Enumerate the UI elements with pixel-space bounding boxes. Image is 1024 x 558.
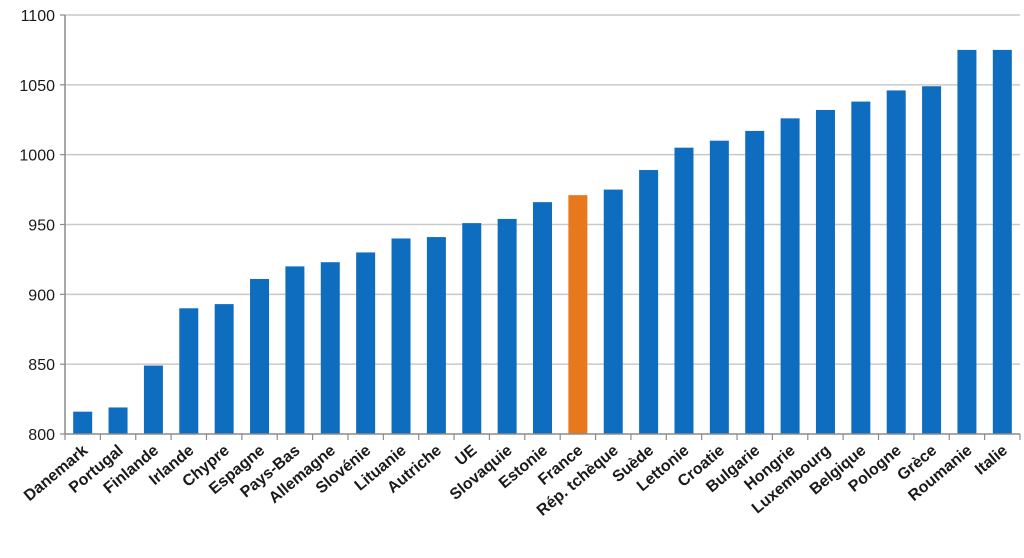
bar bbox=[992, 49, 1012, 435]
bar bbox=[780, 118, 800, 434]
bar bbox=[250, 278, 270, 434]
bar bbox=[533, 202, 552, 434]
bar bbox=[356, 252, 376, 434]
bar bbox=[745, 130, 765, 434]
y-tick-label: 800 bbox=[28, 427, 55, 444]
bar bbox=[674, 147, 694, 434]
bar bbox=[957, 49, 977, 435]
bar bbox=[497, 218, 517, 434]
bar bbox=[143, 365, 163, 434]
y-tick-label: 1050 bbox=[19, 78, 55, 95]
y-tick-label: 850 bbox=[28, 357, 55, 374]
bar bbox=[179, 308, 199, 434]
y-tick-label: 900 bbox=[28, 287, 55, 304]
bar bbox=[709, 140, 729, 434]
bar bbox=[568, 195, 588, 434]
bar bbox=[462, 223, 482, 434]
bar bbox=[108, 407, 128, 434]
bar bbox=[73, 411, 93, 434]
bar bbox=[851, 101, 871, 435]
bars bbox=[73, 49, 1012, 435]
y-tick-label: 1000 bbox=[19, 148, 55, 165]
y-tick-label: 950 bbox=[28, 218, 55, 235]
bar bbox=[639, 170, 659, 434]
bar bbox=[320, 262, 340, 434]
y-tick-label: 1100 bbox=[21, 8, 56, 25]
bar bbox=[285, 266, 305, 434]
bar bbox=[391, 238, 411, 434]
bar bbox=[603, 189, 623, 434]
bar bbox=[886, 90, 906, 435]
y-axis-ticks: 800 850 900 950 1000 1050 1100 bbox=[19, 8, 55, 444]
x-axis-labels: DanemarkPortugalFinlandeIrlandeChypreEsp… bbox=[21, 442, 1011, 520]
bar bbox=[922, 86, 942, 434]
axes bbox=[60, 14, 1021, 440]
x-tick-label: Italie bbox=[972, 442, 1011, 479]
bar bbox=[815, 109, 835, 435]
bar bbox=[426, 237, 446, 434]
bar bbox=[214, 304, 234, 434]
